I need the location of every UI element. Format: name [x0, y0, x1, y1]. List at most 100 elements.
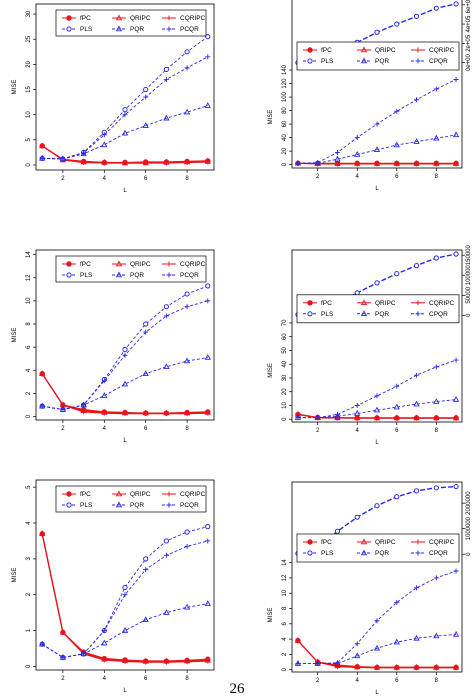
data-point: [185, 292, 189, 296]
legend-label: QRIPC: [130, 491, 151, 498]
legend-label: QRIPC: [375, 539, 396, 546]
y-tick-label: 8: [26, 322, 32, 326]
right-y-tick-label: 0: [466, 313, 472, 317]
y-tick-label: 0: [282, 162, 288, 166]
data-point: [355, 641, 360, 646]
data-point: [414, 489, 418, 493]
data-point: [185, 304, 190, 309]
data-point: [143, 567, 148, 572]
series-pqr: [40, 601, 210, 659]
y-axis-label: MISE: [12, 80, 18, 95]
legend-label: QRIPC: [375, 300, 396, 307]
data-point: [206, 525, 210, 529]
legend-marker: [67, 492, 71, 496]
data-point: [205, 103, 210, 107]
legend-label: PQR: [375, 550, 389, 557]
data-point: [185, 65, 190, 70]
data-point: [144, 87, 148, 91]
series-fpc: [40, 372, 210, 416]
data-point: [454, 2, 458, 6]
data-point: [123, 347, 127, 351]
data-point: [102, 641, 107, 645]
y-tick-label: 6: [26, 345, 32, 349]
data-point: [123, 353, 128, 358]
right-y-tick-label: 0: [466, 552, 472, 556]
series-pls: [40, 525, 210, 660]
right-y-tick-label: 6e+05: [466, 0, 472, 13]
data-point: [205, 54, 210, 59]
y-tick-label: 10: [282, 589, 288, 596]
data-point: [414, 97, 419, 102]
data-point: [205, 355, 210, 359]
series-fpc: [40, 532, 210, 664]
data-point: [102, 142, 107, 146]
legend-label: PQR: [130, 272, 144, 279]
y-axis-label: MISE: [268, 608, 274, 623]
x-tick-label: 6: [395, 174, 399, 180]
legend-label: CQRIPC: [429, 300, 455, 307]
y-tick-label: 2: [282, 652, 288, 656]
legend-marker: [308, 48, 312, 52]
y-tick-label: 5: [26, 485, 32, 489]
legend-label: CQRIPC: [180, 491, 206, 498]
y-tick-label: 80: [282, 107, 288, 114]
data-point: [395, 495, 399, 499]
legend-marker: [67, 273, 71, 277]
y-tick-label: 70: [282, 319, 288, 326]
legend-label: PQR: [375, 311, 389, 318]
series-cpqr: [295, 569, 458, 667]
legend-label: fPC: [80, 491, 91, 498]
data-point: [206, 284, 210, 288]
data-point: [395, 272, 399, 276]
data-point: [434, 575, 439, 580]
y-tick-label: 20: [282, 388, 288, 395]
data-point: [205, 538, 210, 543]
data-point: [164, 364, 169, 368]
legend-label: PLS: [321, 311, 334, 318]
y-tick-label: 0: [26, 664, 32, 668]
legend-label: QRIPC: [130, 261, 151, 268]
y-tick-label: 30: [282, 374, 288, 381]
series-qripc: [40, 371, 210, 415]
x-tick-label: 2: [316, 428, 320, 434]
data-point: [123, 131, 128, 135]
data-point: [434, 256, 438, 260]
legend-label: CPQR: [429, 58, 448, 65]
x-tick-label: 8: [185, 176, 189, 182]
legend-label: CQRIPC: [180, 261, 206, 268]
x-axis-label: L: [375, 186, 379, 192]
x-tick-label: 8: [185, 426, 189, 432]
y-tick-label: 4: [282, 637, 288, 641]
plot-frame: [292, 0, 462, 168]
y-tick-label: 15: [26, 86, 32, 93]
right-y-tick-label: 2e+05: [466, 34, 472, 52]
page-number: 26: [0, 681, 474, 698]
data-point: [434, 86, 439, 91]
series-line: [42, 534, 208, 662]
data-point: [375, 122, 380, 127]
data-point: [454, 484, 458, 488]
data-point: [164, 67, 168, 71]
y-tick-label: 40: [282, 134, 288, 141]
data-point: [414, 264, 418, 268]
legend-label: CQRIPC: [429, 539, 455, 546]
data-point: [355, 135, 360, 140]
data-point: [355, 515, 359, 519]
x-axis-label: L: [123, 188, 127, 194]
data-point: [454, 132, 459, 136]
series-pqr: [40, 355, 210, 411]
data-point: [454, 358, 459, 363]
y-tick-label: 14: [26, 251, 32, 258]
right-y-tick-label: 4e+05: [466, 15, 472, 33]
right-y-tick-label: 2000000: [466, 491, 472, 515]
y-tick-label: 0: [282, 417, 288, 421]
x-tick-label: 8: [435, 428, 439, 434]
legend-label: PLS: [80, 272, 93, 279]
y-tick-label: 10: [26, 111, 32, 118]
